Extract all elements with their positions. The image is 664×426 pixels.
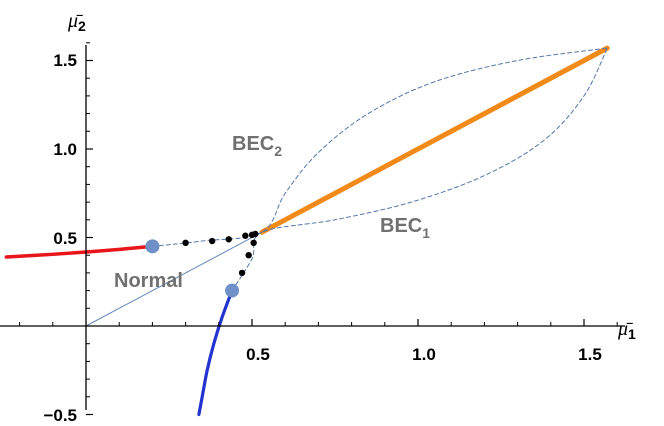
data-dot: [182, 239, 189, 247]
data-dot: [238, 269, 246, 277]
x-tick-label: 1.5: [578, 345, 602, 364]
dashed-upper-curve: [151, 47, 608, 247]
data-dot: [252, 230, 259, 238]
critical-point: [145, 239, 160, 254]
bec2-label: BEC2: [232, 133, 282, 159]
curves-layer: [4, 45, 610, 417]
x-axis-label: μ̄1: [617, 318, 636, 342]
orange-line: [259, 45, 610, 235]
normal-label: Normal: [114, 270, 183, 292]
blue-curve: [197, 289, 234, 417]
data-dot: [245, 252, 252, 259]
x-tick-label: 1.0: [412, 345, 436, 364]
y-tick-label: 1.0: [53, 140, 77, 159]
data-dot: [242, 232, 249, 239]
dashed-lower-curve: [231, 47, 608, 292]
y-tick-label: 0.5: [53, 229, 77, 248]
y-tick-label: −0.5: [43, 406, 77, 425]
critical-point: [225, 283, 240, 298]
diagonal-line: [85, 231, 263, 327]
red-curve: [4, 244, 155, 259]
data-dot: [208, 237, 216, 245]
y-tick-label: 1.5: [53, 51, 77, 70]
data-dot: [250, 239, 257, 247]
y-axis-label: μ̄2: [67, 10, 86, 34]
x-tick-label: 0.5: [246, 345, 270, 364]
points-layer: [145, 230, 259, 298]
axes-layer: [0, 42, 625, 416]
data-dot: [225, 236, 232, 243]
bec1-label: BEC1: [380, 215, 430, 241]
